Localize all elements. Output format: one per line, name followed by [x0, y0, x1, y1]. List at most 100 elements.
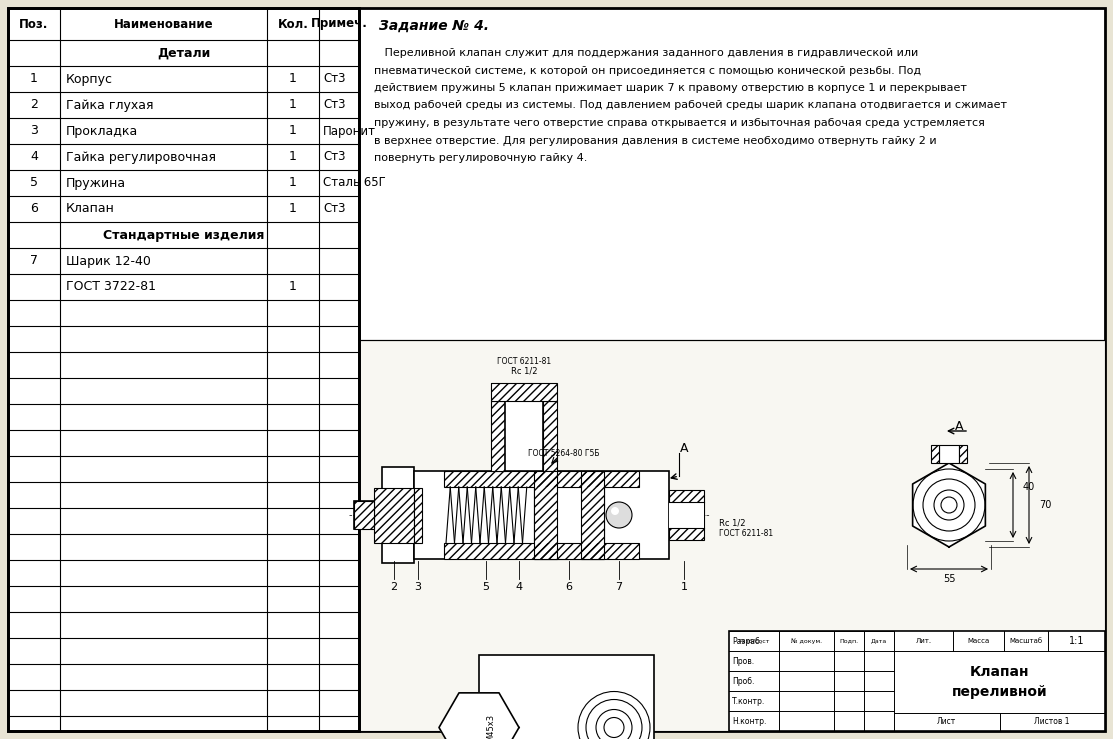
Text: Прокладка: Прокладка [66, 124, 138, 137]
Text: № докум.: № докум. [791, 638, 823, 644]
Text: действием пружины 5 клапан прижимает шарик 7 к правому отверстию в корпусе 1 и п: действием пружины 5 клапан прижимает шар… [374, 83, 967, 93]
Bar [444, 471, 639, 487]
Circle shape [611, 507, 619, 515]
Text: ГОСТ 3722-81: ГОСТ 3722-81 [66, 281, 156, 293]
Text: Поз.: Поз. [19, 18, 49, 30]
Text: 3: 3 [414, 582, 422, 592]
Bar [669, 490, 705, 540]
Bar [444, 543, 639, 559]
Bar [374, 488, 414, 542]
Text: Наименование: Наименование [114, 18, 214, 30]
Text: 6: 6 [30, 202, 38, 216]
Text: Разраб.: Разраб. [732, 636, 762, 645]
Bar [354, 501, 374, 529]
Text: ГОСТ 6211-81: ГОСТ 6211-81 [496, 356, 551, 366]
Text: 40: 40 [1023, 482, 1035, 492]
Bar [491, 401, 505, 471]
Text: Ст3: Ст3 [323, 202, 345, 216]
Bar [491, 401, 505, 471]
Text: 1: 1 [289, 177, 297, 189]
Text: ГОСТ 5264-80 Г5Б: ГОСТ 5264-80 Г5Б [529, 449, 600, 457]
Text: 1: 1 [289, 124, 297, 137]
Polygon shape [439, 693, 519, 739]
Polygon shape [913, 463, 985, 547]
Bar [543, 401, 556, 471]
Text: 70: 70 [1040, 500, 1052, 510]
Text: А: А [955, 420, 963, 434]
Bar [354, 501, 374, 529]
Text: 7: 7 [30, 254, 38, 268]
Bar [374, 488, 414, 542]
Text: Ст3: Ст3 [323, 151, 345, 163]
Bar [491, 383, 556, 401]
Text: 6: 6 [565, 582, 572, 592]
Text: Ст3: Ст3 [323, 72, 345, 86]
Text: Листов 1: Листов 1 [1034, 718, 1070, 726]
Text: Масса: Масса [967, 638, 989, 644]
Bar [414, 488, 422, 542]
Text: Корпус: Корпус [66, 72, 114, 86]
Bar [669, 502, 705, 528]
Bar [505, 401, 543, 471]
Bar [354, 501, 374, 529]
Text: 7: 7 [615, 582, 622, 592]
Text: Стандартные изделия: Стандартные изделия [102, 228, 264, 242]
Text: Дата: Дата [870, 638, 887, 644]
Text: 4: 4 [515, 582, 523, 592]
Bar [543, 401, 556, 471]
Circle shape [605, 502, 632, 528]
Text: 55: 55 [943, 574, 955, 584]
Text: 2: 2 [391, 582, 397, 592]
Text: Ст3: Ст3 [323, 98, 345, 112]
Text: Детали: Детали [157, 47, 210, 60]
Text: Примеч.: Примеч. [311, 18, 367, 30]
Bar [939, 445, 959, 463]
Text: 1: 1 [680, 582, 688, 592]
Text: 1:1: 1:1 [1068, 636, 1084, 646]
Text: Пров.: Пров. [732, 656, 755, 666]
Text: 1: 1 [289, 151, 297, 163]
Text: 2: 2 [30, 98, 38, 112]
Text: Переливной клапан служит для поддержания заданного давления в гидравлической или: Переливной клапан служит для поддержания… [374, 48, 918, 58]
Text: Гайка глухая: Гайка глухая [66, 98, 154, 112]
Text: 5: 5 [483, 582, 490, 592]
Text: в верхнее отверстие. Для регулирования давления в системе необходимо отвернуть г: в верхнее отверстие. Для регулирования д… [374, 135, 937, 146]
Bar [444, 543, 639, 559]
Bar [729, 631, 1105, 731]
Text: 1: 1 [289, 98, 297, 112]
Text: 1: 1 [30, 72, 38, 86]
Text: Подп.: Подп. [839, 638, 858, 644]
Bar [930, 445, 939, 463]
Bar [414, 488, 422, 542]
Text: Rc 1/2: Rc 1/2 [511, 367, 538, 375]
Bar [444, 471, 639, 487]
Text: 1: 1 [289, 281, 297, 293]
Text: Кол.: Кол. [277, 18, 308, 30]
Text: Т.контр.: Т.контр. [732, 696, 766, 706]
Text: Разб/сост: Разб/сост [738, 638, 770, 644]
Text: Паронит: Паронит [323, 124, 376, 137]
Bar [534, 471, 604, 559]
Bar [959, 445, 967, 463]
Text: 1: 1 [289, 72, 297, 86]
Text: Rc 1/2: Rc 1/2 [719, 519, 746, 528]
Text: Масштаб: Масштаб [1009, 638, 1043, 644]
Text: пружину, в результате чего отверстие справа открывается и избыточная рабочая сре: пружину, в результате чего отверстие спр… [374, 118, 985, 128]
Bar [359, 8, 1105, 340]
Text: Гайка регулировочная: Гайка регулировочная [66, 151, 216, 163]
Text: Пружина: Пружина [66, 177, 126, 189]
Bar [8, 8, 359, 731]
Text: 4: 4 [30, 151, 38, 163]
Bar [534, 471, 556, 559]
Bar [669, 490, 705, 540]
Bar [581, 471, 604, 559]
Bar [930, 445, 939, 463]
Text: Сталь 65Г: Сталь 65Г [323, 177, 386, 189]
Text: Проб.: Проб. [732, 676, 755, 686]
Text: 1: 1 [289, 202, 297, 216]
Text: Задание № 4.: Задание № 4. [380, 19, 489, 33]
Text: 5: 5 [30, 177, 38, 189]
Text: Лит.: Лит. [916, 638, 932, 644]
Text: пневматической системе, к которой он присоединяется с помощью конической резьбы.: пневматической системе, к которой он при… [374, 66, 922, 75]
Bar [581, 471, 604, 559]
